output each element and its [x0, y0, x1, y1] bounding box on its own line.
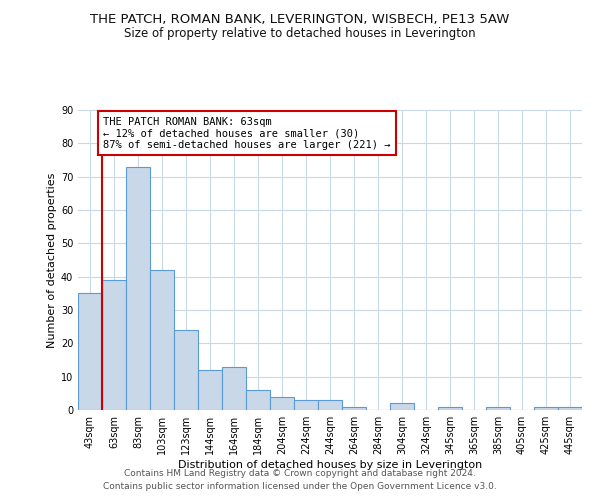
Bar [246, 390, 270, 410]
Bar [342, 406, 366, 410]
Bar [390, 404, 414, 410]
Bar [270, 396, 294, 410]
Text: Contains HM Land Registry data © Crown copyright and database right 2024.: Contains HM Land Registry data © Crown c… [124, 468, 476, 477]
Bar [438, 406, 462, 410]
Bar [174, 330, 198, 410]
Y-axis label: Number of detached properties: Number of detached properties [47, 172, 56, 348]
Bar [222, 366, 246, 410]
Text: THE PATCH, ROMAN BANK, LEVERINGTON, WISBECH, PE13 5AW: THE PATCH, ROMAN BANK, LEVERINGTON, WISB… [91, 12, 509, 26]
Text: Size of property relative to detached houses in Leverington: Size of property relative to detached ho… [124, 28, 476, 40]
Bar [150, 270, 174, 410]
Bar [318, 400, 342, 410]
Bar [558, 406, 582, 410]
Bar [534, 406, 558, 410]
Bar [102, 280, 126, 410]
Bar [126, 166, 150, 410]
Text: THE PATCH ROMAN BANK: 63sqm
← 12% of detached houses are smaller (30)
87% of sem: THE PATCH ROMAN BANK: 63sqm ← 12% of det… [103, 116, 391, 150]
Text: Contains public sector information licensed under the Open Government Licence v3: Contains public sector information licen… [103, 482, 497, 491]
Bar [294, 400, 318, 410]
X-axis label: Distribution of detached houses by size in Leverington: Distribution of detached houses by size … [178, 460, 482, 470]
Bar [198, 370, 222, 410]
Bar [78, 294, 102, 410]
Bar [486, 406, 510, 410]
